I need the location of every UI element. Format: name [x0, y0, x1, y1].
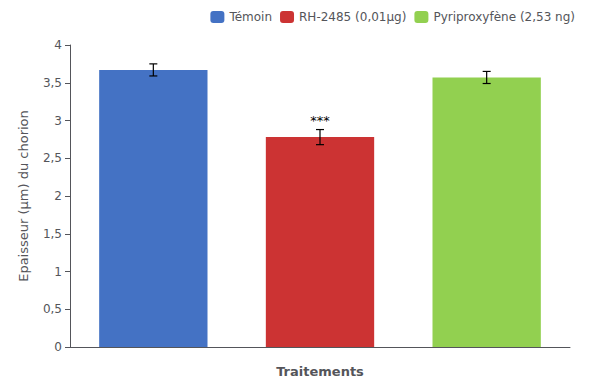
- svg-text:***: ***: [310, 113, 330, 128]
- svg-text:Témoin: Témoin: [228, 10, 272, 24]
- svg-text:0,5: 0,5: [43, 302, 62, 316]
- svg-text:2: 2: [54, 189, 62, 203]
- svg-text:Traitements: Traitements: [276, 364, 364, 379]
- svg-text:4: 4: [54, 38, 62, 52]
- svg-text:2,5: 2,5: [43, 151, 62, 165]
- svg-text:1,5: 1,5: [43, 227, 62, 241]
- svg-text:1: 1: [54, 265, 62, 279]
- svg-text:Pyriproxyfène (2,53 ng): Pyriproxyfène (2,53 ng): [433, 10, 575, 24]
- svg-text:Epaisseur (µm) du chorion: Epaisseur (µm) du chorion: [16, 110, 31, 282]
- svg-text:0: 0: [54, 340, 62, 354]
- svg-text:RH-2485 (0,01µg): RH-2485 (0,01µg): [299, 10, 406, 24]
- svg-text:3: 3: [54, 114, 62, 128]
- svg-text:3,5: 3,5: [43, 76, 62, 90]
